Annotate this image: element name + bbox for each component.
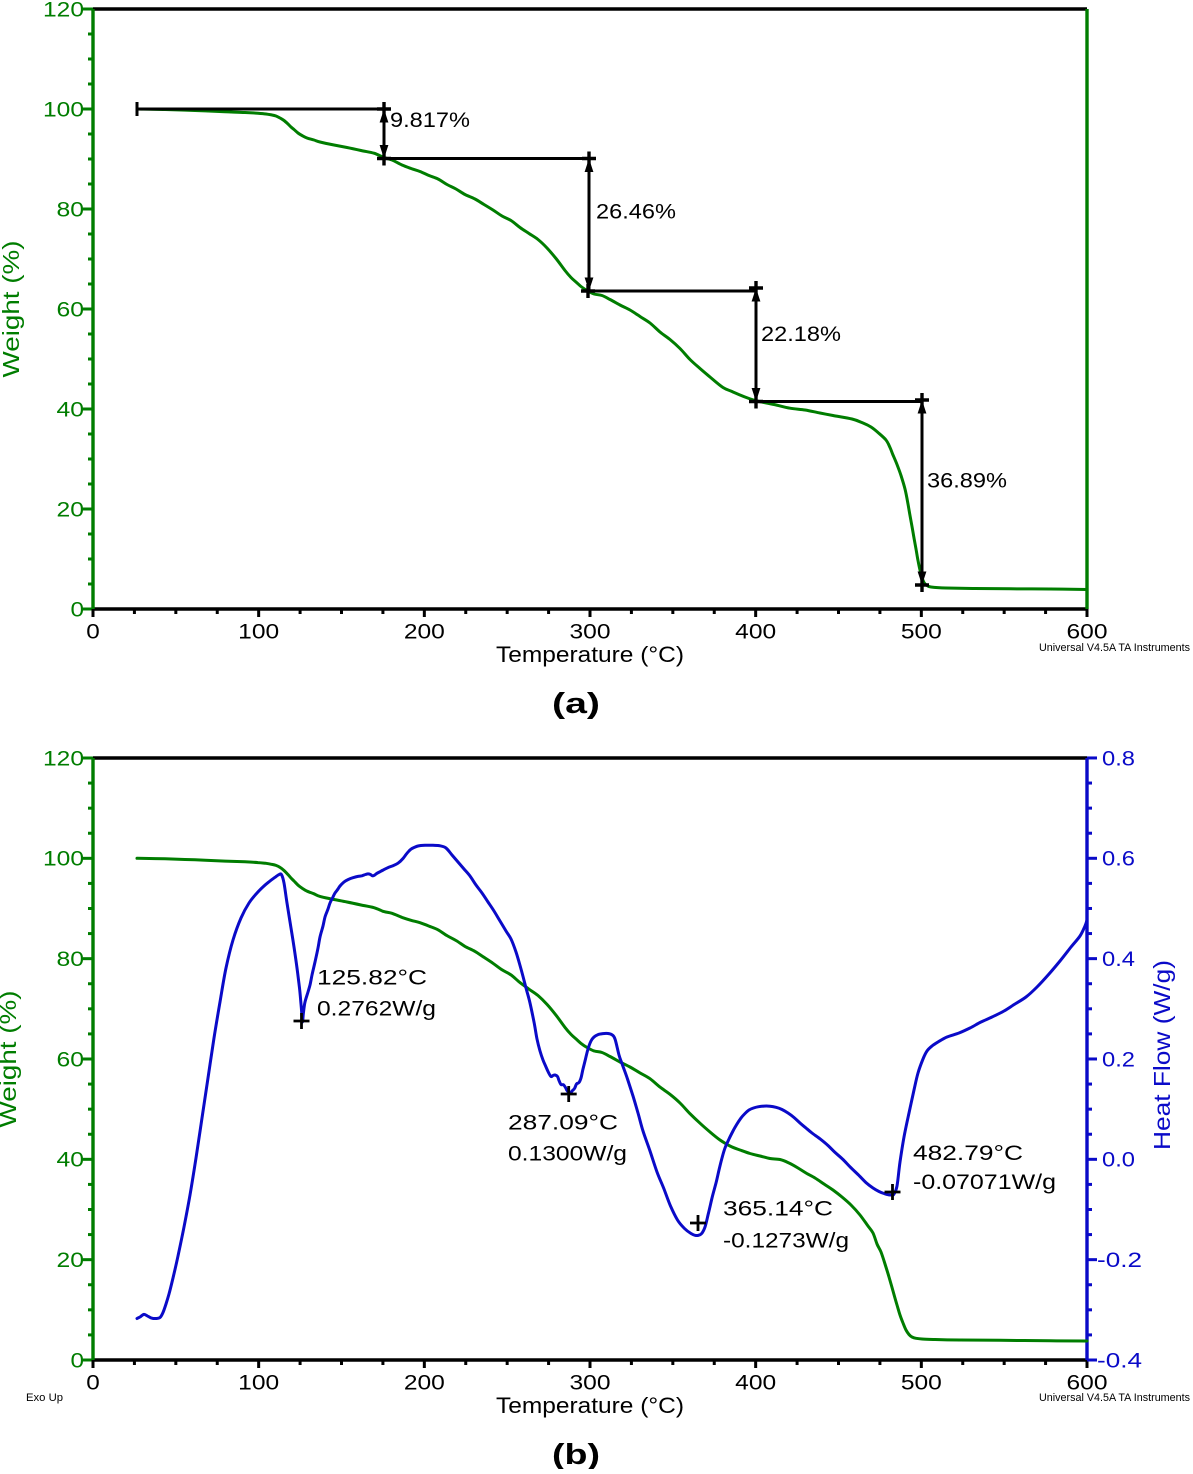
svg-text:200: 200 — [404, 1372, 445, 1395]
svg-text:-0.2: -0.2 — [1097, 1249, 1142, 1272]
svg-text:20: 20 — [57, 1249, 85, 1272]
svg-text:Universal V4.5A TA Instruments: Universal V4.5A TA Instruments — [1039, 1392, 1190, 1404]
svg-text:500: 500 — [901, 621, 942, 644]
svg-text:Exo Up: Exo Up — [26, 1392, 63, 1404]
svg-text:20: 20 — [57, 498, 85, 521]
svg-text:0.1300W/g: 0.1300W/g — [508, 1143, 627, 1166]
svg-text:600: 600 — [1067, 1372, 1108, 1395]
svg-text:(a): (a) — [552, 688, 600, 720]
svg-text:26.46%: 26.46% — [596, 201, 676, 224]
svg-text:40: 40 — [57, 1149, 85, 1172]
svg-text:300: 300 — [570, 621, 611, 644]
svg-text:0.4: 0.4 — [1102, 948, 1135, 971]
svg-text:600: 600 — [1067, 621, 1108, 644]
svg-text:36.89%: 36.89% — [927, 470, 1007, 493]
svg-text:200: 200 — [404, 621, 445, 644]
svg-text:40: 40 — [57, 398, 85, 421]
svg-text:0.0: 0.0 — [1102, 1149, 1135, 1172]
svg-text:500: 500 — [901, 1372, 942, 1395]
svg-text:-0.07071W/g: -0.07071W/g — [913, 1171, 1056, 1194]
svg-text:0: 0 — [86, 621, 100, 644]
svg-text:365.14°C: 365.14°C — [723, 1198, 833, 1221]
svg-text:0.2762W/g: 0.2762W/g — [317, 998, 436, 1021]
svg-text:120: 120 — [43, 0, 84, 21]
svg-text:9.817%: 9.817% — [390, 109, 470, 132]
svg-text:0: 0 — [71, 1349, 85, 1372]
svg-text:80: 80 — [57, 948, 85, 971]
svg-text:300: 300 — [570, 1372, 611, 1395]
svg-text:0: 0 — [71, 598, 85, 621]
svg-text:100: 100 — [238, 621, 279, 644]
svg-text:400: 400 — [735, 621, 776, 644]
svg-text:0.6: 0.6 — [1102, 848, 1135, 871]
svg-text:400: 400 — [735, 1372, 776, 1395]
svg-text:Temperature (°C): Temperature (°C) — [496, 1393, 684, 1418]
svg-text:100: 100 — [43, 98, 84, 121]
svg-text:0.8: 0.8 — [1102, 747, 1135, 770]
svg-text:125.82°C: 125.82°C — [317, 967, 427, 990]
svg-text:-0.1273W/g: -0.1273W/g — [723, 1230, 849, 1253]
svg-text:22.18%: 22.18% — [761, 323, 841, 346]
svg-text:(b): (b) — [552, 1439, 600, 1469]
svg-text:0: 0 — [86, 1372, 100, 1395]
svg-text:100: 100 — [43, 848, 84, 871]
svg-text:0.2: 0.2 — [1102, 1048, 1135, 1071]
svg-text:Weight (%): Weight (%) — [0, 241, 24, 378]
svg-text:Heat Flow (W/g): Heat Flow (W/g) — [1149, 960, 1175, 1150]
svg-text:482.79°C: 482.79°C — [913, 1142, 1023, 1165]
svg-text:Universal V4.5A TA Instruments: Universal V4.5A TA Instruments — [1039, 642, 1190, 654]
svg-text:Temperature (°C): Temperature (°C) — [496, 642, 684, 667]
svg-text:Weight (%): Weight (%) — [0, 991, 21, 1128]
svg-text:60: 60 — [57, 1048, 85, 1071]
svg-text:80: 80 — [57, 198, 85, 221]
svg-text:287.09°C: 287.09°C — [508, 1112, 618, 1135]
svg-text:120: 120 — [43, 747, 84, 770]
svg-text:100: 100 — [238, 1372, 279, 1395]
svg-text:-0.4: -0.4 — [1097, 1349, 1142, 1372]
svg-text:60: 60 — [57, 298, 85, 321]
